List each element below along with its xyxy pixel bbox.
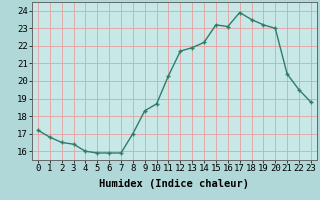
X-axis label: Humidex (Indice chaleur): Humidex (Indice chaleur) [100, 179, 249, 189]
